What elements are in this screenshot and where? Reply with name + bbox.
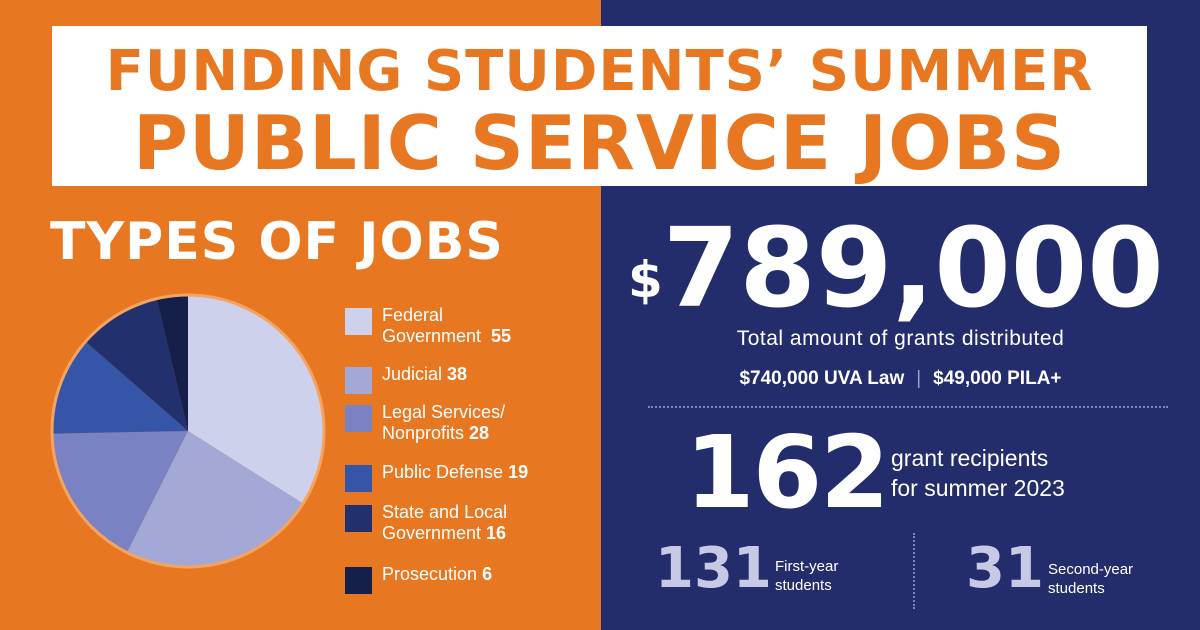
first-year-count: 131 [655, 536, 772, 601]
first-year-label-line-2: students [775, 577, 832, 594]
legend-swatch [345, 308, 372, 335]
legend-label-line: Public Defense 19 [382, 462, 597, 483]
dollar-sign: $ [628, 251, 663, 309]
recipients-label: grant recipients for summer 2023 [891, 443, 1171, 503]
pie-slice-5 [156, 295, 188, 431]
horizontal-divider [648, 406, 1168, 408]
legend-label-line: State and Local [382, 502, 597, 523]
legend-label-line: Nonprofits 28 [382, 423, 597, 444]
legend-label-line: Federal [382, 305, 597, 326]
legend-label: State and Local Government 16 [382, 502, 597, 544]
legend-swatch [345, 465, 372, 492]
pie-slice-4 [85, 298, 188, 431]
total-amount: $789,000 [628, 208, 1164, 328]
legend-value: 16 [481, 523, 507, 543]
second-year-label: Second-year students [1048, 560, 1178, 598]
legend-label-line: Legal Services/ [382, 402, 597, 423]
legend-value: 6 [477, 564, 493, 584]
second-year-count: 31 [966, 536, 1044, 601]
second-year-label-line-2: students [1048, 580, 1105, 597]
legend-label-text: Government [382, 326, 482, 346]
legend-label-text: State and Local [382, 502, 508, 522]
vertical-divider [913, 533, 915, 609]
legend-label-text: Prosecution [382, 564, 478, 584]
legend-swatch [345, 367, 372, 394]
legend-swatch [345, 567, 372, 594]
legend-swatch [345, 505, 372, 532]
funding-breakdown: $740,000 UVA Law | $49,000 PILA+ [601, 367, 1200, 391]
pila-amount: $49,000 PILA+ [933, 368, 1062, 389]
recipients-label-line-1: grant recipients [891, 445, 1049, 471]
title-banner: FUNDING STUDENTS’ SUMMER PUBLIC SERVICE … [52, 26, 1147, 186]
legend-value: 55 [481, 326, 512, 346]
legend-label: Prosecution 6 [382, 564, 597, 585]
second-year-label-line-1: Second-year [1048, 561, 1134, 578]
legend-label-text: Federal [382, 305, 444, 325]
legend-label-text: Government [382, 523, 482, 543]
legend-label-line: Judicial 38 [382, 364, 597, 385]
breakdown-separator: | [916, 368, 922, 389]
legend-swatch [345, 405, 372, 432]
first-year-label: First-year students [775, 557, 905, 595]
total-amount-caption: Total amount of grants distributed [736, 327, 1065, 350]
legend-label-text: Legal Services/ [382, 402, 506, 422]
title-line-1: FUNDING STUDENTS’ SUMMER [105, 39, 1094, 104]
legend-label: Public Defense 19 [382, 462, 597, 483]
first-year-label-line-1: First-year [775, 558, 839, 575]
pie-chart [50, 293, 326, 569]
legend-label-text: Public Defense [382, 462, 504, 482]
legend-value: 28 [464, 423, 490, 443]
pie-outline [50, 293, 326, 569]
pie-slice-1 [126, 431, 304, 567]
legend-label: Judicial 38 [382, 364, 597, 385]
chart-title: TYPES OF JOBS [50, 212, 504, 272]
legend-label-line: Prosecution 6 [382, 564, 597, 585]
title-line-2: PUBLIC SERVICE JOBS [132, 99, 1067, 187]
legend-label-text: Judicial [382, 364, 443, 384]
total-amount-value: 789,000 [662, 204, 1164, 332]
uva-law-amount: $740,000 UVA Law [739, 368, 905, 389]
legend-value: 38 [442, 364, 468, 384]
legend-label-text: Nonprofits [382, 423, 465, 443]
legend-label: Federal Government 55 [382, 305, 597, 347]
legend-value: 19 [503, 462, 529, 482]
pie-slice-0 [188, 295, 324, 504]
legend-label-line: Government 55 [382, 326, 597, 347]
pie-slice-3 [52, 341, 189, 434]
recipients-label-line-2: for summer 2023 [891, 475, 1065, 501]
legend-label: Legal Services/Nonprofits 28 [382, 402, 597, 444]
recipients-count: 162 [685, 414, 890, 531]
pie-slice-2 [52, 431, 188, 553]
legend-label-line: Government 16 [382, 523, 597, 544]
